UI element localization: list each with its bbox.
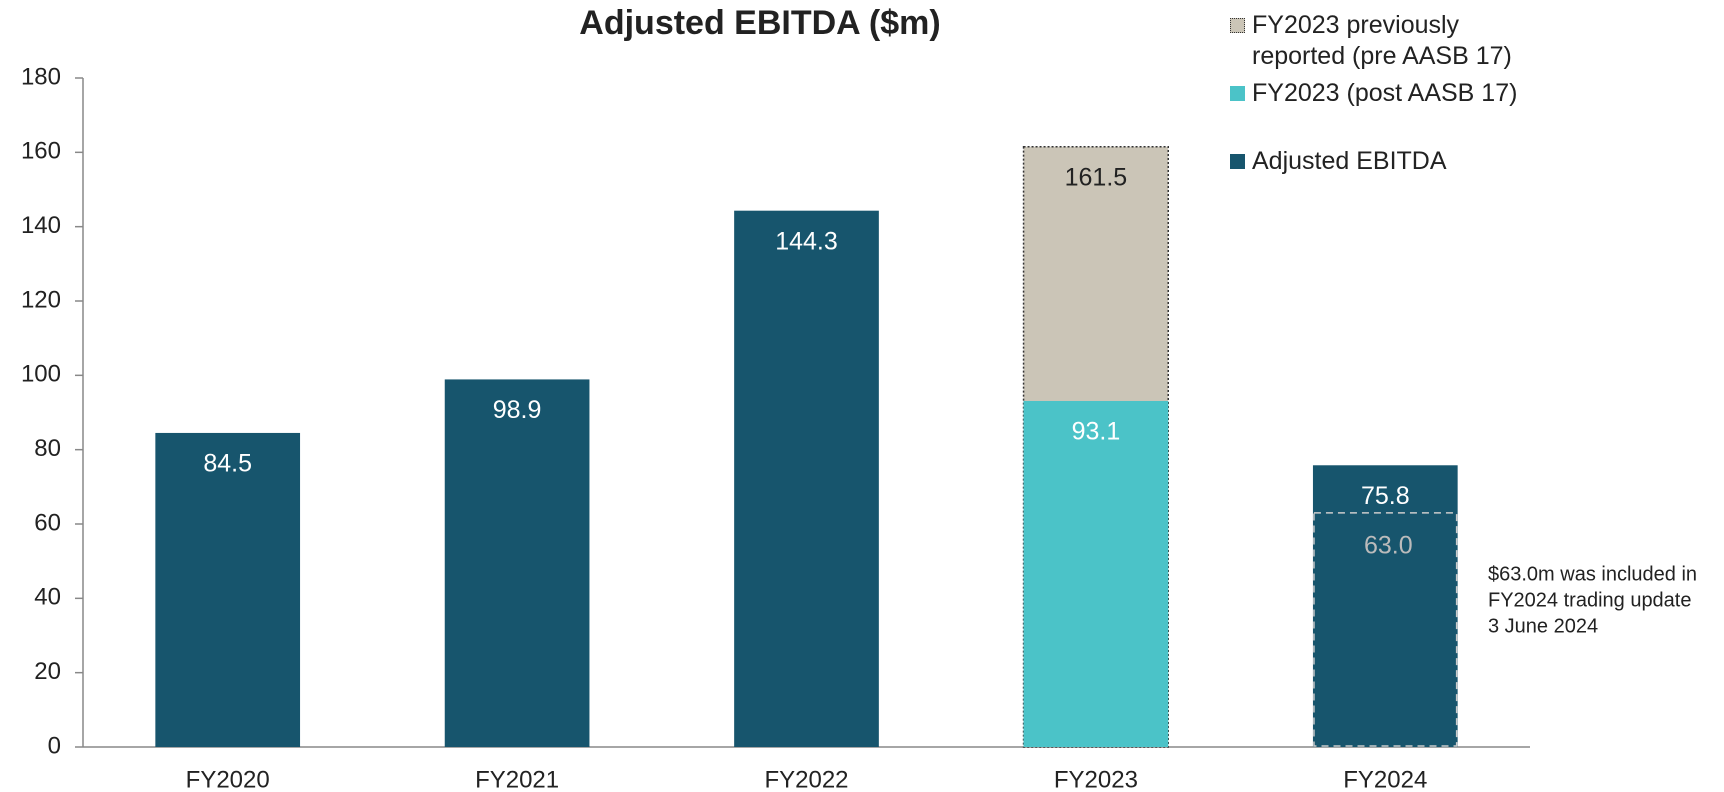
legend-swatch	[1230, 18, 1245, 33]
y-tick-label: 0	[48, 732, 61, 759]
value-label: 93.1	[1072, 418, 1121, 446]
value-label: 84.5	[203, 450, 252, 478]
value-label: 144.3	[775, 227, 838, 255]
legend-entry: FY2023 previously reported (pre AASB 17)	[1230, 10, 1530, 72]
x-tick-label: FY2023	[1054, 766, 1138, 792]
legend-swatch	[1230, 154, 1245, 169]
legend-label: FY2023 previously reported (pre AASB 17)	[1252, 11, 1512, 70]
value-label: 75.8	[1361, 482, 1410, 510]
x-tick-label: FY2024	[1343, 766, 1427, 792]
annotation-text: $63.0m was included in	[1488, 563, 1697, 585]
annotation-box	[1313, 512, 1458, 747]
legend-entry: FY2023 (post AASB 17)	[1230, 78, 1530, 109]
y-tick-label: 160	[21, 138, 61, 165]
y-tick-label: 120	[21, 286, 61, 313]
y-tick-label: 60	[34, 509, 61, 536]
annotation-value-label: 63.0	[1364, 531, 1413, 559]
legend-label: Adjusted EBITDA	[1252, 147, 1447, 175]
bar	[444, 379, 590, 747]
y-tick-label: 40	[34, 584, 61, 611]
legend-label: FY2023 (post AASB 17)	[1252, 79, 1518, 107]
y-tick-label: 80	[34, 435, 61, 462]
bar	[1023, 400, 1169, 747]
legend-swatch	[1230, 86, 1245, 101]
x-tick-label: FY2020	[186, 766, 270, 792]
y-tick-label: 20	[34, 658, 61, 685]
y-tick-label: 100	[21, 361, 61, 388]
y-tick-label: 180	[21, 63, 61, 90]
value-label: 98.9	[493, 396, 542, 424]
x-tick-label: FY2022	[764, 766, 848, 792]
y-tick-label: 140	[21, 212, 61, 239]
bar	[734, 210, 879, 747]
legend-entry: Adjusted EBITDA	[1230, 146, 1530, 177]
x-tick-label: FY2021	[475, 766, 559, 792]
annotation-text: FY2024 trading update	[1488, 589, 1692, 611]
bar	[155, 432, 301, 747]
chart-title: Adjusted EBITDA ($m)	[579, 4, 940, 42]
bar	[1312, 465, 1458, 747]
annotation-text: 3 June 2024	[1488, 615, 1598, 637]
value-label: 161.5	[1065, 163, 1128, 191]
